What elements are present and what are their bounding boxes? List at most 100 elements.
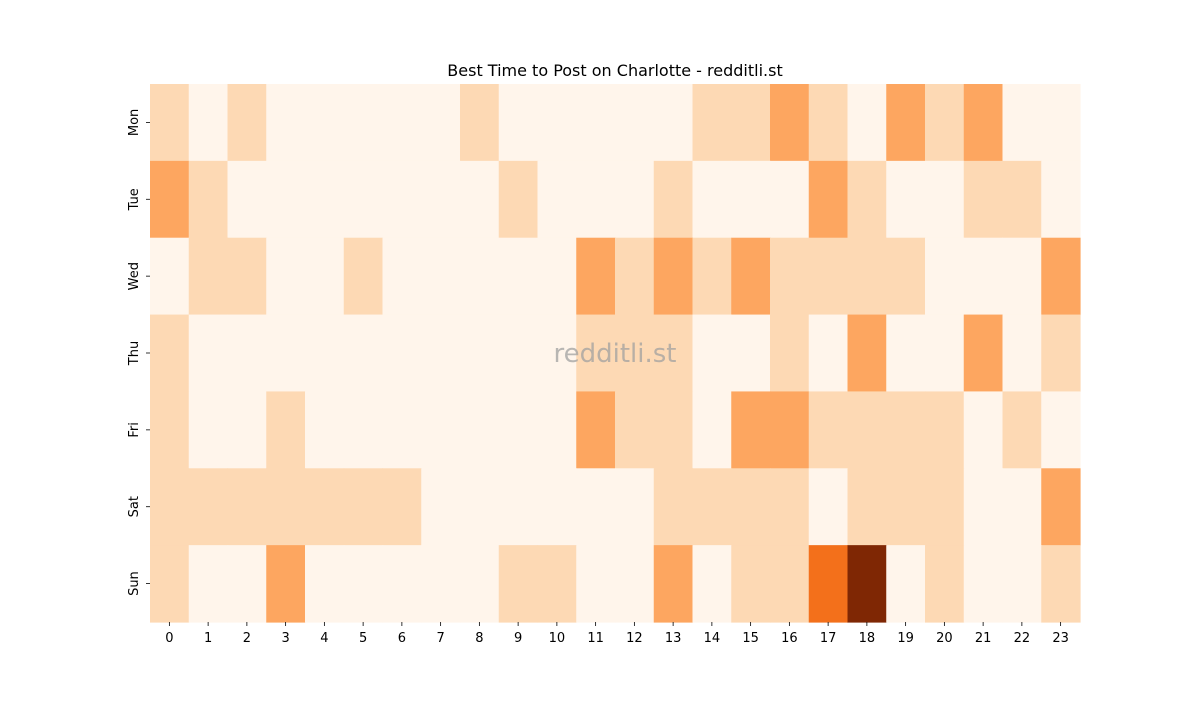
heatmap-cell-tue-1 [188, 160, 229, 239]
heatmap-cell-thu-9 [498, 314, 539, 393]
heatmap-cell-wed-19 [886, 237, 926, 316]
heatmap-cell-thu-10 [537, 314, 577, 393]
heatmap-cell-tue-17 [808, 160, 849, 239]
heatmap-cell-sat-0 [150, 468, 190, 546]
heatmap-cell-tue-9 [498, 160, 539, 239]
heatmap-cell-mon-2 [227, 84, 267, 162]
heatmap-cell-tue-16 [770, 160, 810, 239]
heatmap-cell-tue-21 [963, 160, 1004, 239]
heatmap-cell-sat-5 [343, 468, 384, 546]
heatmap-cell-sat-3 [266, 468, 306, 546]
heatmap-cell-fri-13 [653, 391, 694, 469]
heatmap-cell-sat-4 [305, 468, 345, 546]
heatmap-cell-sun-23 [1041, 545, 1081, 623]
heatmap-cell-wed-23 [1041, 237, 1081, 316]
heatmap-cell-tue-23 [1041, 160, 1081, 239]
heatmap-cell-fri-18 [847, 391, 887, 469]
heatmap-cell-wed-22 [1002, 237, 1042, 316]
heatmap-cell-thu-4 [305, 314, 345, 393]
x-tick-label: 15 [742, 631, 759, 646]
heatmap-cell-mon-0 [150, 84, 190, 162]
heatmap-cell-sat-13 [653, 468, 694, 546]
heatmap-cell-tue-0 [150, 160, 190, 239]
heatmap-cell-sat-23 [1041, 468, 1081, 546]
heatmap-cell-mon-6 [382, 84, 422, 162]
heatmap-cell-thu-5 [343, 314, 384, 393]
chart-title: Best Time to Post on Charlotte - redditl… [447, 61, 782, 80]
heatmap-cell-thu-15 [731, 314, 771, 393]
heatmap-cell-fri-21 [963, 391, 1004, 469]
heatmap-cell-sun-17 [808, 545, 849, 623]
heatmap-cell-sun-1 [188, 545, 229, 623]
x-axis: 0 1 2 3 4 5 6 7 8 9 10 11 12 13 14 15 16 17 18 19 20 21 22 23 [165, 622, 1069, 646]
x-tick-label: 0 [165, 631, 173, 646]
heatmap-cell-tue-3 [266, 160, 306, 239]
heatmap-cell-fri-6 [382, 391, 422, 469]
heatmap-cell-wed-12 [615, 237, 655, 316]
heatmap-cell-mon-20 [925, 84, 965, 162]
heatmap-cell-mon-10 [537, 84, 577, 162]
heatmap-cell-fri-10 [537, 391, 577, 469]
x-tick-label: 4 [320, 631, 328, 646]
heatmap-cell-mon-18 [847, 84, 887, 162]
heatmap-cell-tue-11 [576, 160, 616, 239]
heatmap-cell-wed-10 [537, 237, 577, 316]
heatmap-cell-sat-6 [382, 468, 422, 546]
heatmap-cell-tue-2 [227, 160, 267, 239]
heatmap-cell-wed-17 [808, 237, 849, 316]
x-tick-label: 23 [1052, 631, 1069, 646]
heatmap-cell-fri-4 [305, 391, 345, 469]
heatmap-cell-sat-1 [188, 468, 229, 546]
x-tick-label: 13 [665, 631, 682, 646]
heatmap-cell-mon-16 [770, 84, 810, 162]
heatmap-cell-mon-17 [808, 84, 849, 162]
y-tick-label: Wed [127, 262, 142, 290]
x-tick-label: 3 [281, 631, 289, 646]
heatmap-cell-wed-9 [498, 237, 539, 316]
heatmap-cell-tue-13 [653, 160, 694, 239]
heatmap-cell-sun-11 [576, 545, 616, 623]
x-tick-label: 21 [975, 631, 992, 646]
heatmap-cell-mon-9 [498, 84, 539, 162]
heatmap-cell-sun-21 [963, 545, 1004, 623]
y-tick-label: Sat [127, 496, 142, 517]
heatmap-cell-mon-14 [692, 84, 732, 162]
x-tick-label: 18 [859, 631, 876, 646]
heatmap-cell-sun-12 [615, 545, 655, 623]
heatmap-cell-sun-14 [692, 545, 732, 623]
heatmap-cell-wed-1 [188, 237, 229, 316]
heatmap-cell-thu-23 [1041, 314, 1081, 393]
heatmap-cell-sun-7 [421, 545, 461, 623]
x-tick-label: 17 [820, 631, 837, 646]
heatmap-cell-fri-17 [808, 391, 849, 469]
heatmap-cell-wed-15 [731, 237, 771, 316]
heatmap-cell-mon-11 [576, 84, 616, 162]
heatmap-cell-tue-8 [460, 160, 500, 239]
heatmap-cell-tue-7 [421, 160, 461, 239]
heatmap-cell-thu-17 [808, 314, 849, 393]
heatmap-cell-wed-16 [770, 237, 810, 316]
heatmap-cell-fri-22 [1002, 391, 1042, 469]
x-tick-label: 6 [398, 631, 406, 646]
x-tick-label: 16 [781, 631, 798, 646]
heatmap-cell-sat-19 [886, 468, 926, 546]
heatmap-cell-wed-4 [305, 237, 345, 316]
heatmap-cell-mon-21 [963, 84, 1004, 162]
heatmap-cell-sun-18 [847, 545, 887, 623]
x-tick-label: 11 [587, 631, 604, 646]
heatmap-cell-wed-20 [925, 237, 965, 316]
heatmap-cell-thu-20 [925, 314, 965, 393]
heatmap-cell-mon-19 [886, 84, 926, 162]
watermark: redditli.st [554, 339, 677, 369]
heatmap-cell-thu-19 [886, 314, 926, 393]
x-tick-label: 10 [549, 631, 566, 646]
x-tick-label: 7 [436, 631, 444, 646]
heatmap-cell-sat-8 [460, 468, 500, 546]
heatmap-cell-wed-13 [653, 237, 694, 316]
heatmap-cell-tue-12 [615, 160, 655, 239]
heatmap-cell-fri-7 [421, 391, 461, 469]
heatmap-cell-sat-7 [421, 468, 461, 546]
x-tick-label: 8 [475, 631, 483, 646]
heatmap-cell-sun-16 [770, 545, 810, 623]
